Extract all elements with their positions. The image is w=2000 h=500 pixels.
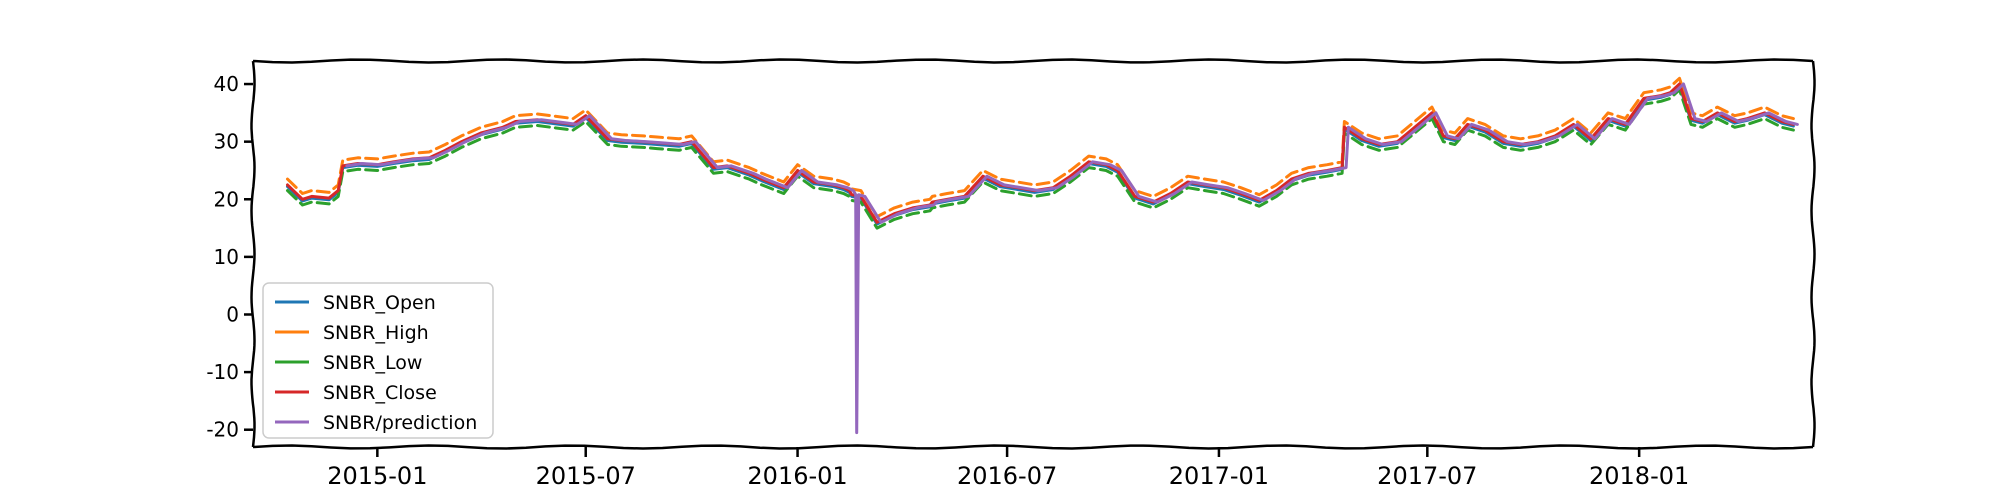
series-line-snbr-low (286, 88, 1795, 230)
legend: SNBR_Open SNBR_High SNBR_Low SNBR_Close SNBR… (262, 282, 494, 439)
x-tick-label: 2015-01 (327, 462, 427, 490)
legend-label: SNBR_Close (323, 382, 437, 404)
y-tick-label: -20 (206, 418, 239, 442)
y-tick-label: 0 (226, 302, 239, 326)
legend-label: SNBR_High (323, 322, 429, 344)
plot-frame (250, 58, 1816, 450)
y-axis: 40 30 20 10 0 -10 -20 (206, 72, 253, 442)
x-tick-label: 2016-07 (957, 462, 1057, 490)
series-line-snbr-open (286, 84, 1795, 226)
x-tick-label: 2015-07 (536, 462, 636, 490)
x-tick-label: 2018-01 (1589, 462, 1689, 490)
x-tick-label: 2017-07 (1377, 462, 1477, 490)
series-line-snbr-high (286, 76, 1795, 219)
x-tick-label: 2016-01 (747, 462, 847, 490)
legend-label: SNBR_Low (323, 352, 422, 374)
y-tick-label: 20 (214, 187, 239, 211)
x-axis: 2015-01 2015-07 2016-01 2016-07 2017-01 2017-… (327, 447, 1689, 490)
legend-box (262, 282, 494, 439)
series-line-snbr-close (286, 82, 1795, 224)
series-line-snbr-prediction (345, 82, 1799, 435)
series-layer (286, 76, 1799, 435)
legend-label: SNBR_Open (323, 292, 436, 314)
y-tick-label: 30 (214, 130, 239, 154)
legend-label: SNBR/prediction (323, 412, 477, 434)
y-tick-label: 10 (214, 245, 239, 269)
y-tick-label: -10 (206, 360, 239, 384)
y-tick-label: 40 (214, 72, 239, 96)
x-tick-label: 2017-01 (1169, 462, 1269, 490)
